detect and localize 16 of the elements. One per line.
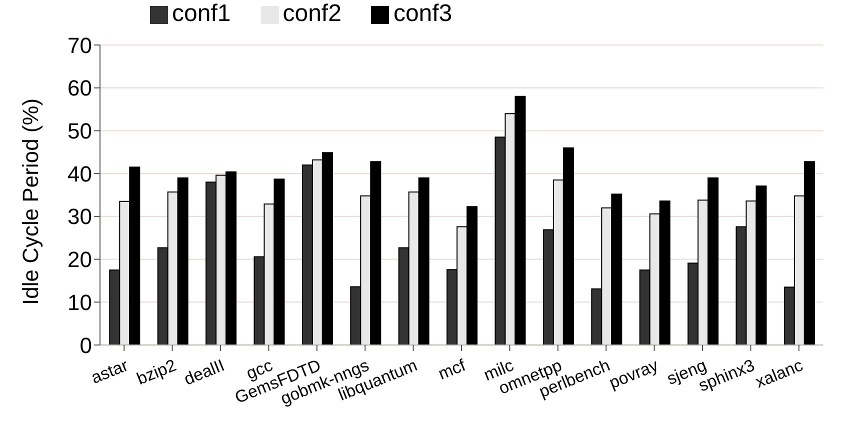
x-tick-label: bzip2 <box>134 356 179 389</box>
y-tick-label: 30 <box>68 204 92 230</box>
y-tick-label: 10 <box>68 290 92 315</box>
y-tick-label: 0 <box>80 332 92 358</box>
x-tick-label: astar <box>88 356 132 388</box>
legend-label: conf1 <box>172 0 231 27</box>
y-tick-label: 50 <box>68 118 92 144</box>
y-tick-label: 40 <box>68 161 92 186</box>
legend-label: conf2 <box>282 0 342 27</box>
y-tick-label: 20 <box>68 247 92 272</box>
y-tick-label: 70 <box>68 32 92 58</box>
y-tick-label: 60 <box>68 76 92 101</box>
y-axis-title: Idle Cycle Period (%) <box>18 98 43 305</box>
x-tick-label: dealII <box>181 356 228 389</box>
legend-label: conf3 <box>393 0 452 27</box>
x-tick-label: mcf <box>436 356 468 384</box>
